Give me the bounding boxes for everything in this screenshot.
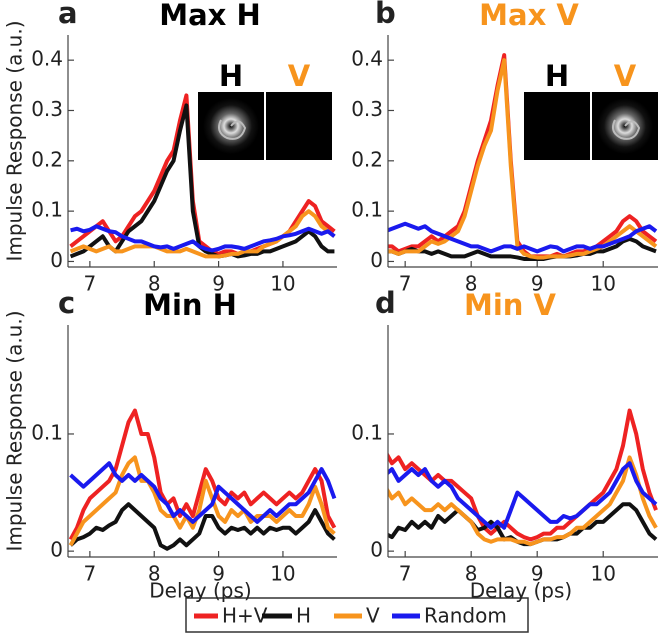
inset-image (266, 92, 332, 160)
y-tick-label: 0 (50, 538, 63, 562)
x-tick-label: 8 (148, 562, 161, 586)
y-tick-label: 0.4 (31, 47, 63, 71)
panel-label: a (58, 0, 78, 30)
panel-title: Min V (464, 288, 557, 322)
x-tick-label: 7 (84, 272, 97, 296)
legend-label: V (366, 604, 380, 628)
x-tick-label: 7 (399, 272, 412, 296)
x-tick-label: 8 (465, 272, 478, 296)
series-line (70, 224, 336, 253)
x-tick-label: 10 (590, 272, 615, 296)
series-line (388, 408, 658, 542)
panel-label: c (58, 286, 75, 320)
plot (388, 408, 658, 547)
x-tick-label: 10 (270, 272, 295, 296)
x-tick-label: 9 (212, 272, 225, 296)
y-axis-label: Impulse Response (a.u.) (3, 20, 27, 261)
x-tick-label: 10 (590, 562, 615, 586)
inset-spiral (612, 119, 641, 140)
x-tick-label: 9 (531, 272, 544, 296)
series-line (69, 502, 336, 551)
x-tick-label: 10 (270, 562, 295, 586)
plot (388, 53, 658, 261)
x-tick-label: 9 (212, 562, 225, 586)
inset-label: V (288, 59, 311, 93)
x-tick-label: 7 (84, 562, 97, 586)
y-tick-label: 0 (50, 248, 63, 272)
x-tick-label: 7 (399, 562, 412, 586)
x-axis-label: Delay (ps) (149, 579, 251, 603)
panel-title: Min H (143, 288, 237, 322)
y-tick-label: 0.2 (31, 147, 63, 171)
legend-label: H (296, 604, 311, 628)
y-tick-label: 0.4 (351, 47, 383, 71)
series-line (388, 58, 658, 260)
y-tick-label: 0 (370, 248, 383, 272)
y-tick-label: 0.1 (31, 420, 63, 444)
panel-title: Max V (479, 0, 579, 32)
legend-label: Random (424, 604, 507, 628)
panel-title: Max H (159, 0, 261, 32)
series-line (388, 236, 657, 261)
y-tick-label: 0.3 (31, 97, 63, 121)
series-line (388, 455, 658, 547)
y-tick-label: 0.2 (351, 147, 383, 171)
y-tick-label: 0.1 (351, 420, 383, 444)
inset-label: H (545, 59, 569, 93)
inset-label: V (614, 59, 637, 93)
y-tick-label: 0.1 (351, 198, 383, 222)
inset-label: H (219, 59, 243, 93)
y-axis-label: Impulse Response (a.u.) (3, 310, 27, 551)
x-axis-label: Delay (ps) (470, 579, 572, 603)
series-line (69, 461, 337, 524)
x-tick-label: 8 (148, 272, 161, 296)
y-tick-label: 0.3 (351, 97, 383, 121)
series-line (388, 461, 658, 530)
x-tick-label: 9 (531, 562, 544, 586)
plot (69, 93, 336, 259)
panel-label: b (375, 0, 396, 30)
inset-image (524, 92, 590, 160)
plot (68, 408, 337, 551)
series-line (69, 209, 336, 259)
legend-label: H+V (222, 604, 268, 628)
series-line (388, 221, 658, 254)
series-line (68, 455, 336, 547)
y-tick-label: 0.1 (31, 198, 63, 222)
inset-spiral (218, 119, 247, 140)
x-tick-label: 8 (465, 562, 478, 586)
panel-label: d (375, 286, 396, 320)
y-tick-label: 0 (370, 538, 383, 562)
